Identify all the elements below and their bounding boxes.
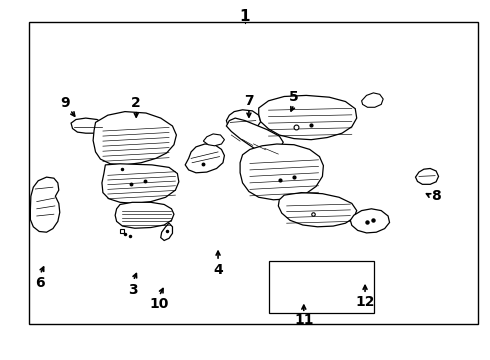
Text: 8: 8 (431, 189, 441, 203)
Text: 1: 1 (240, 9, 250, 24)
Text: 5: 5 (289, 90, 299, 104)
Polygon shape (278, 193, 357, 227)
Polygon shape (115, 202, 174, 228)
Polygon shape (240, 144, 323, 200)
Bar (269, 261, 374, 313)
Polygon shape (226, 118, 283, 152)
Text: 3: 3 (128, 283, 138, 297)
Polygon shape (161, 223, 172, 240)
Text: 6: 6 (35, 276, 45, 289)
Text: 10: 10 (149, 297, 169, 311)
Polygon shape (185, 144, 224, 173)
Polygon shape (259, 95, 357, 140)
Text: 11: 11 (294, 314, 314, 327)
Text: 12: 12 (355, 296, 375, 309)
Polygon shape (102, 164, 179, 203)
Text: 9: 9 (60, 96, 70, 109)
Polygon shape (350, 209, 390, 233)
Polygon shape (226, 110, 261, 131)
Polygon shape (203, 134, 224, 146)
Polygon shape (416, 168, 439, 184)
Polygon shape (30, 177, 60, 232)
Text: 7: 7 (244, 94, 254, 108)
Bar (29, 22, 478, 324)
Text: 4: 4 (213, 263, 223, 277)
Polygon shape (71, 118, 105, 133)
Polygon shape (93, 112, 176, 165)
Text: 2: 2 (131, 96, 141, 109)
Polygon shape (362, 93, 383, 107)
